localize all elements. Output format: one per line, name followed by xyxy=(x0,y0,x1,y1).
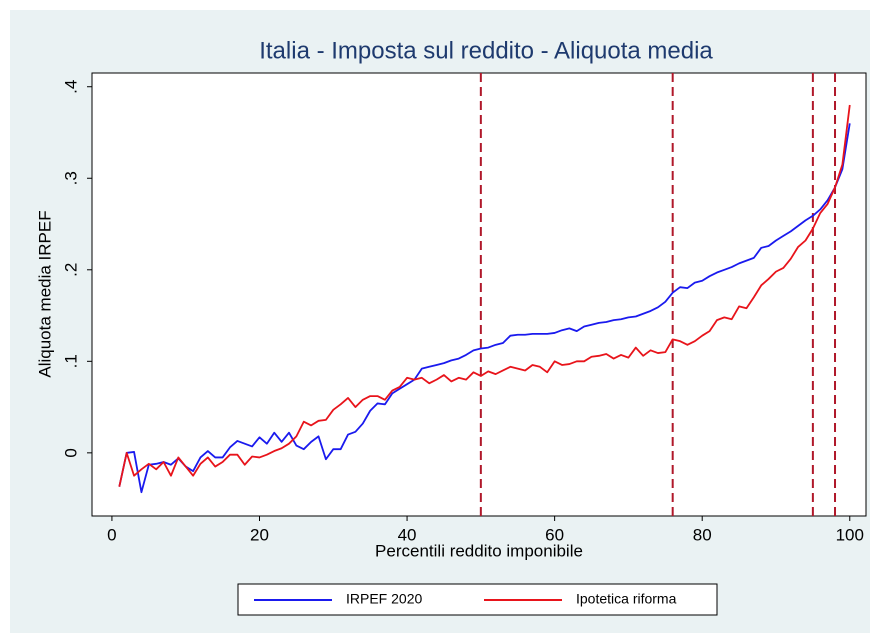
series-line xyxy=(118,104,851,487)
x-axis-title: Percentili reddito imponibile xyxy=(375,541,583,560)
chart-title: Italia - Imposta sul reddito - Aliquota … xyxy=(259,37,713,64)
legend-box xyxy=(237,583,718,616)
y-tick-label: .4 xyxy=(61,80,80,94)
x-tick-label: 40 xyxy=(398,525,417,544)
y-axis-title: Aliquota media IRPEF xyxy=(35,210,54,377)
legend-label: IRPEF 2020 xyxy=(346,591,422,607)
x-tick-label: 100 xyxy=(836,525,864,544)
y-tick-label: .3 xyxy=(61,171,80,185)
plot-area xyxy=(91,72,867,517)
y-tick-label: .1 xyxy=(61,354,80,368)
series-line xyxy=(118,123,851,494)
x-tick-label: 20 xyxy=(250,525,269,544)
y-tick-label: .2 xyxy=(61,263,80,277)
x-tick-label: 0 xyxy=(107,525,116,544)
legend-label: Ipotetica riforma xyxy=(576,591,677,607)
x-tick-label: 60 xyxy=(545,525,564,544)
y-tick-label: 0 xyxy=(61,448,80,457)
x-tick-label: 80 xyxy=(693,525,712,544)
